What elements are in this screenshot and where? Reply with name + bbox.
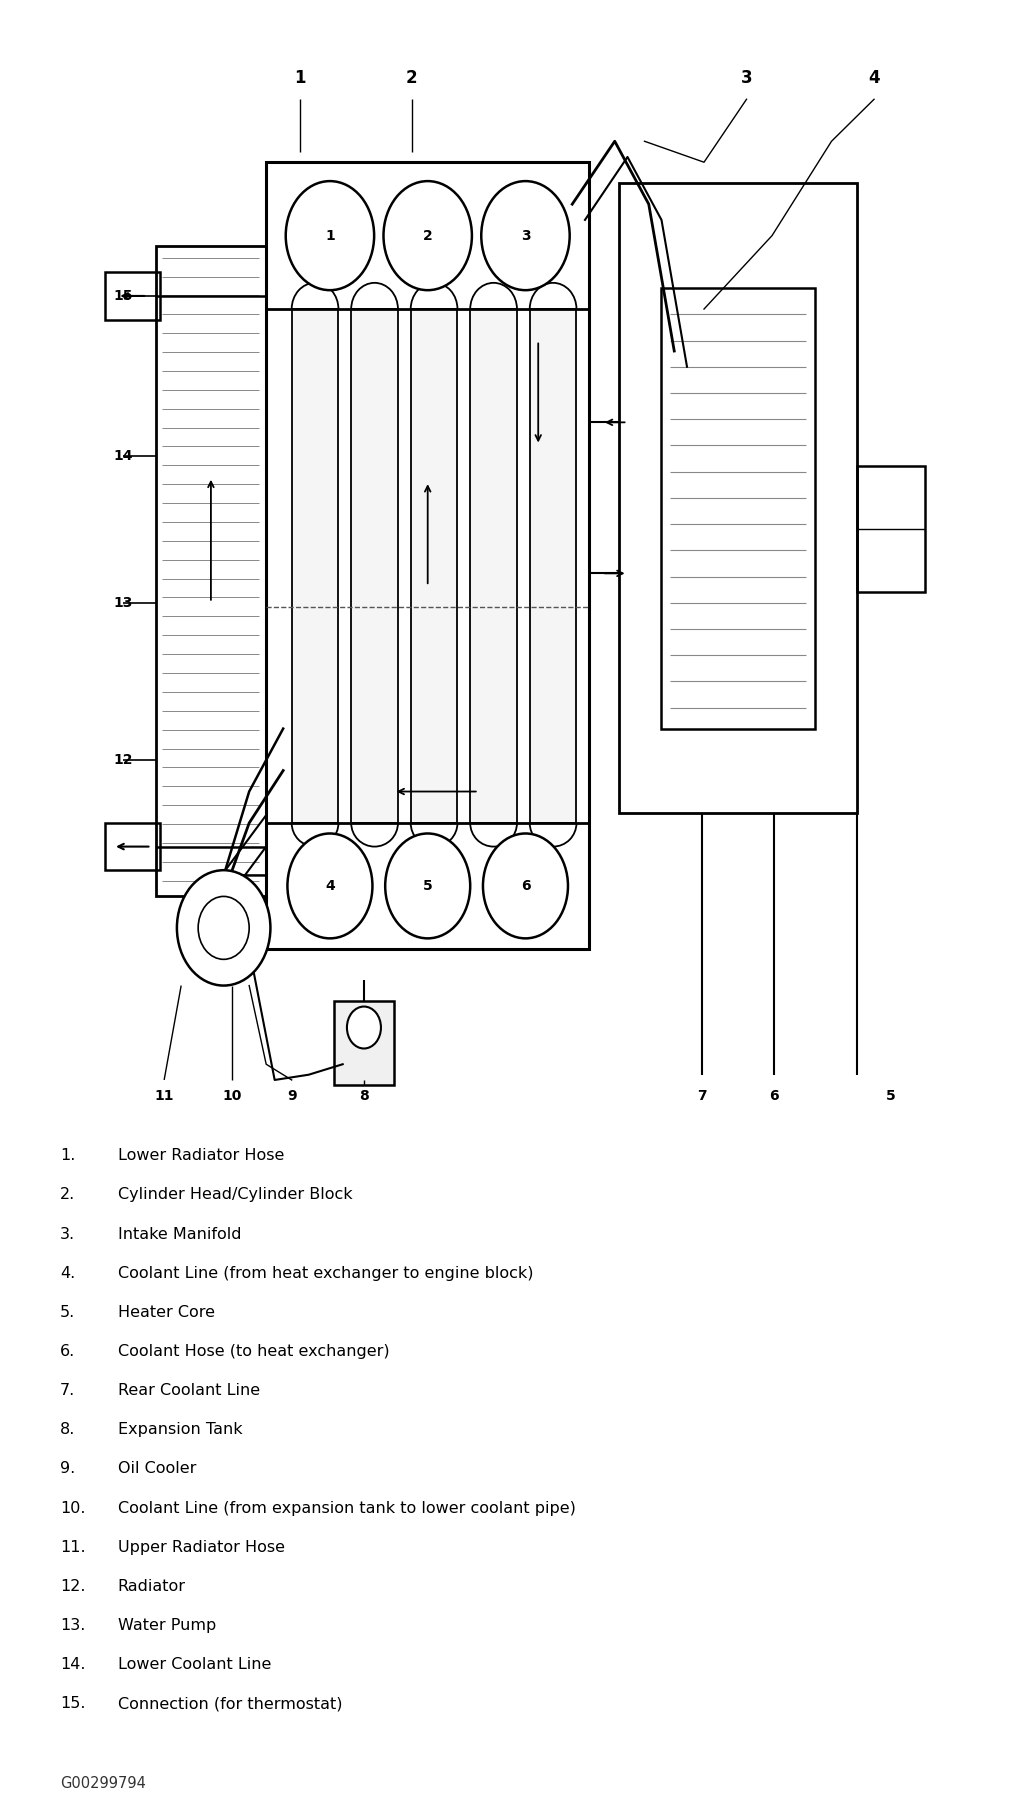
Text: Rear Coolant Line: Rear Coolant Line [118, 1383, 260, 1398]
Bar [266, 162, 590, 949]
Text: 9: 9 [287, 1089, 296, 1104]
Text: 9.: 9. [60, 1462, 76, 1476]
Bar [661, 287, 815, 729]
Bar [529, 309, 576, 824]
Text: 2: 2 [406, 69, 417, 87]
Text: Cylinder Head/Cylinder Block: Cylinder Head/Cylinder Block [118, 1187, 353, 1202]
Text: Coolant Line (from heat exchanger to engine block): Coolant Line (from heat exchanger to eng… [118, 1265, 533, 1280]
Circle shape [481, 182, 569, 291]
Circle shape [385, 833, 470, 938]
Text: 14.: 14. [60, 1658, 86, 1673]
Text: Expansion Tank: Expansion Tank [118, 1422, 242, 1438]
Bar [619, 184, 857, 813]
Text: 13.: 13. [60, 1618, 86, 1633]
Text: 5.: 5. [60, 1305, 76, 1320]
Text: 3: 3 [741, 69, 752, 87]
Bar [470, 309, 517, 824]
Text: 6: 6 [520, 878, 530, 893]
Text: 4.: 4. [60, 1265, 76, 1280]
Bar [857, 467, 925, 593]
Text: Coolant Hose (to heat exchanger): Coolant Hose (to heat exchanger) [118, 1344, 389, 1358]
Text: 7: 7 [697, 1089, 707, 1104]
Text: 8.: 8. [60, 1422, 76, 1438]
Text: Upper Radiator Hose: Upper Radiator Hose [118, 1540, 285, 1554]
Text: 6.: 6. [60, 1344, 76, 1358]
Text: 13: 13 [113, 596, 133, 609]
Text: 3.: 3. [60, 1227, 76, 1242]
Text: 15: 15 [113, 289, 133, 304]
Text: Intake Manifold: Intake Manifold [118, 1227, 241, 1242]
Text: 5: 5 [423, 878, 432, 893]
Bar [155, 245, 266, 896]
Text: 15.: 15. [60, 1696, 86, 1711]
Bar [334, 1002, 393, 1085]
Text: 12.: 12. [60, 1578, 86, 1594]
Text: 2.: 2. [60, 1187, 76, 1202]
Text: 3: 3 [520, 229, 530, 242]
Text: 11: 11 [154, 1089, 174, 1104]
Bar [352, 309, 398, 824]
Text: 12: 12 [113, 753, 133, 767]
Text: Oil Cooler: Oil Cooler [118, 1462, 196, 1476]
Text: 8: 8 [359, 1089, 369, 1104]
Bar [104, 824, 159, 871]
Text: 14: 14 [113, 449, 133, 464]
Text: 10: 10 [223, 1089, 242, 1104]
Bar [104, 273, 159, 320]
Circle shape [198, 896, 249, 960]
Text: Coolant Line (from expansion tank to lower coolant pipe): Coolant Line (from expansion tank to low… [118, 1500, 575, 1516]
Text: 7.: 7. [60, 1383, 76, 1398]
Circle shape [483, 833, 568, 938]
Bar [411, 309, 458, 824]
Text: Lower Radiator Hose: Lower Radiator Hose [118, 1149, 284, 1164]
Text: 5: 5 [886, 1089, 896, 1104]
Bar [266, 824, 590, 949]
Circle shape [383, 182, 472, 291]
Text: Radiator: Radiator [118, 1578, 186, 1594]
Circle shape [346, 1007, 381, 1049]
Text: 11.: 11. [60, 1540, 86, 1554]
Text: 6: 6 [769, 1089, 779, 1104]
Text: 4: 4 [325, 878, 335, 893]
Text: 1: 1 [294, 69, 306, 87]
Circle shape [287, 833, 372, 938]
Text: Water Pump: Water Pump [118, 1618, 216, 1633]
Text: Heater Core: Heater Core [118, 1305, 215, 1320]
Text: G00299794: G00299794 [60, 1776, 146, 1791]
Circle shape [286, 182, 374, 291]
Text: Lower Coolant Line: Lower Coolant Line [118, 1658, 271, 1673]
Text: 4: 4 [869, 69, 880, 87]
Text: 10.: 10. [60, 1500, 86, 1516]
Text: 1: 1 [325, 229, 335, 242]
Text: Connection (for thermostat): Connection (for thermostat) [118, 1696, 342, 1711]
Bar [266, 162, 590, 309]
Bar [291, 309, 338, 824]
Text: 2: 2 [423, 229, 432, 242]
Circle shape [177, 871, 271, 985]
Text: 1.: 1. [60, 1149, 76, 1164]
